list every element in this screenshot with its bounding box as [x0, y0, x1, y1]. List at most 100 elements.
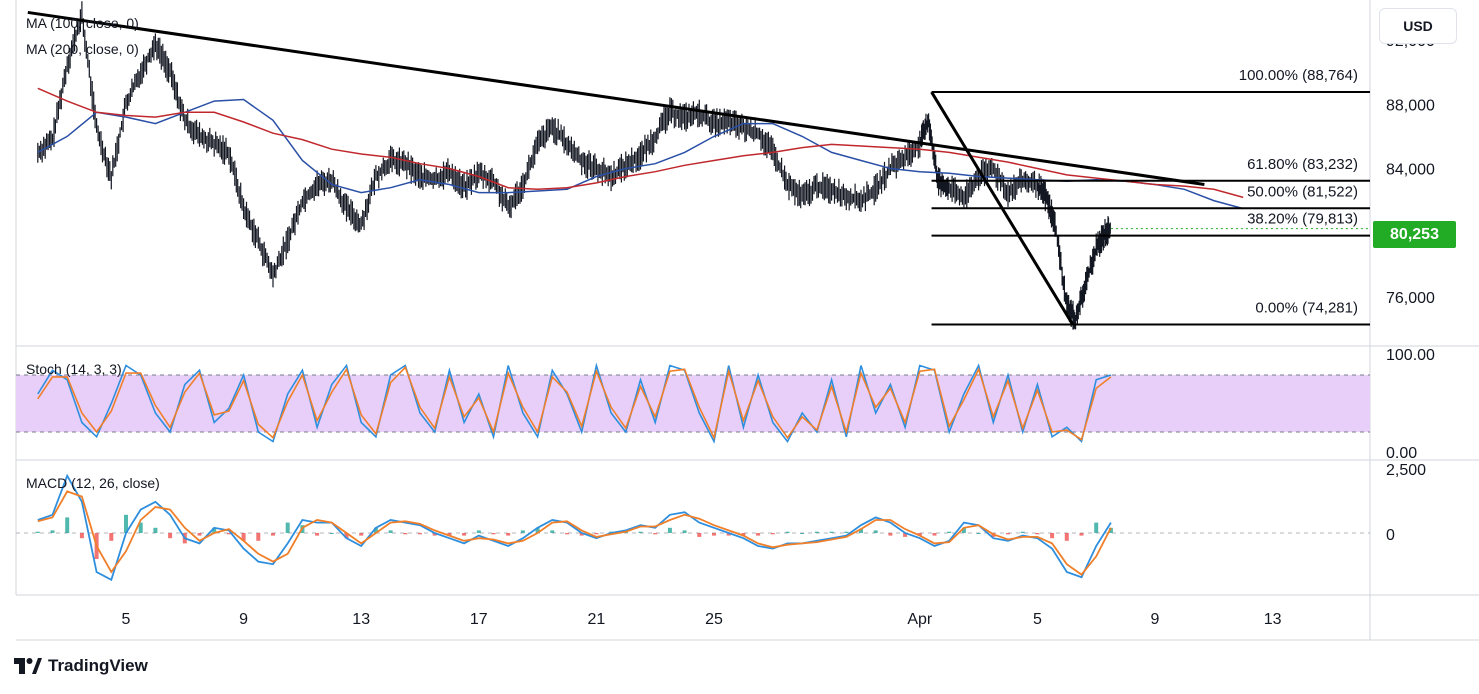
macd-histogram-bar	[476, 530, 481, 533]
macd-histogram-bar	[829, 531, 834, 533]
macd-histogram-bar	[770, 533, 775, 535]
price-candles	[37, 1, 1111, 330]
macd-histogram-bar	[800, 533, 805, 534]
fib-level-label: 50.00% (81,522)	[1247, 183, 1358, 200]
time-tick-label: 21	[588, 611, 606, 628]
macd-histogram-bar	[873, 530, 878, 533]
macd-histogram-bar	[1006, 533, 1010, 535]
time-tick-label: 9	[1151, 611, 1160, 628]
price-tick-label: 84,000	[1386, 161, 1435, 178]
fib-level-label: 0.00% (74,281)	[1255, 299, 1358, 316]
macd-histogram-bar	[168, 533, 173, 539]
stoch-tick-label: 0.00	[1386, 445, 1417, 462]
stoch-band	[16, 375, 1370, 432]
macd-histogram-bar	[1050, 533, 1055, 539]
stoch-d-line	[37, 365, 1112, 441]
fib-level-label: 61.80% (83,232)	[1247, 156, 1358, 173]
macd-histogram-bar	[50, 530, 55, 533]
macd-histogram-bar	[1035, 533, 1040, 535]
stoch-tick-label: 100.00	[1386, 347, 1435, 364]
tradingview-brand[interactable]: TradingView	[14, 656, 148, 676]
downtrend-line	[27, 10, 1205, 187]
macd-histogram-bar	[359, 533, 364, 536]
time-tick-label: 5	[1033, 611, 1042, 628]
macd-histogram-bar	[491, 533, 496, 535]
macd-histogram-bar	[315, 533, 320, 536]
macd-histogram-bar	[462, 533, 467, 536]
macd-histogram-bar	[594, 533, 599, 535]
macd-histogram-bar	[638, 531, 643, 533]
macd-histogram-bar	[741, 533, 746, 536]
macd-histogram-bar	[1079, 533, 1084, 536]
fib-level-label: 100.00% (88,764)	[1239, 67, 1358, 84]
macd-histogram-bar	[550, 530, 555, 533]
ma200-line	[37, 87, 1244, 199]
time-tick-label: Apr	[907, 611, 933, 628]
macd-histogram-bar	[138, 522, 143, 533]
macd-histogram-bar	[432, 533, 437, 536]
stoch-legend: Stoch (14, 3, 3)	[26, 361, 122, 377]
macd-histogram-bar	[565, 533, 569, 535]
fib-level-label: 38.20% (79,813)	[1247, 211, 1358, 228]
macd-legend: MACD (12, 26, close)	[26, 475, 160, 491]
brand-name: TradingView	[48, 656, 148, 675]
macd-histogram-bar	[814, 531, 819, 533]
macd-histogram-bar	[961, 527, 966, 533]
macd-histogram-bar	[1064, 533, 1069, 541]
macd-histogram-bar	[226, 533, 231, 535]
macd-histogram-bar	[859, 529, 863, 533]
last-price-label: 80,253	[1373, 221, 1456, 248]
macd-tick-label: 0	[1386, 527, 1395, 544]
time-tick-label: 13	[1264, 611, 1282, 628]
plot-area	[16, 0, 1370, 640]
ma100-legend: MA (100, close, 0)	[26, 15, 139, 31]
macd-histogram-bar	[682, 530, 687, 533]
macd-histogram-bar	[535, 527, 540, 533]
macd-histogram-bar	[785, 531, 790, 533]
macd-histogram-bar	[373, 527, 378, 533]
macd-histogram-bar	[667, 527, 672, 533]
macd-histogram-bar	[726, 533, 731, 536]
macd-histogram-bar	[153, 527, 158, 533]
macd-histogram-bar	[109, 533, 114, 541]
macd-histogram-bar	[447, 533, 452, 536]
macd-histogram-bar	[329, 533, 334, 534]
macd-histogram-bar	[888, 533, 893, 536]
macd-histogram-bar	[256, 533, 261, 541]
currency-button[interactable]: USD	[1379, 8, 1457, 44]
macd-histogram-bar	[697, 533, 702, 537]
macd-line	[37, 473, 1112, 582]
macd-histogram-bar	[976, 533, 981, 534]
macd-histogram-bar	[212, 527, 217, 533]
macd-histogram-bar	[403, 533, 408, 535]
macd-histogram-bar	[65, 517, 70, 533]
macd-histogram-bar	[917, 533, 922, 536]
macd-histogram-bar	[1020, 531, 1025, 533]
macd-histogram-bar	[344, 533, 349, 539]
macd-histogram-bar	[520, 530, 525, 533]
macd-histogram-bar	[79, 533, 84, 539]
macd-histogram-bar	[197, 533, 202, 536]
macd-histogram-bar	[418, 533, 422, 535]
macd-histogram-bar	[756, 533, 761, 536]
macd-histogram-bar	[1108, 527, 1113, 533]
macd-histogram-bar	[653, 533, 658, 535]
macd-histogram-bar	[1094, 522, 1099, 533]
tradingview-logo-icon	[14, 658, 42, 674]
ma200-legend: MA (200, close, 0)	[26, 41, 139, 57]
price-tick-label: 76,000	[1386, 290, 1435, 307]
time-tick-label: 9	[239, 611, 248, 628]
macd-histogram-bar	[271, 533, 275, 536]
macd-histogram-bar	[285, 522, 290, 533]
macd-histogram-bar	[712, 533, 716, 536]
macd-histogram-bar	[947, 531, 952, 533]
time-tick-label: 25	[705, 611, 723, 628]
macd-histogram-bar	[844, 531, 849, 533]
macd-histogram-bar	[124, 514, 128, 533]
macd-histogram-bar	[932, 533, 937, 536]
time-tick-label: 13	[352, 611, 370, 628]
macd-histogram-bar	[35, 531, 40, 533]
time-tick-label: 17	[470, 611, 488, 628]
signal-line	[37, 490, 1112, 576]
